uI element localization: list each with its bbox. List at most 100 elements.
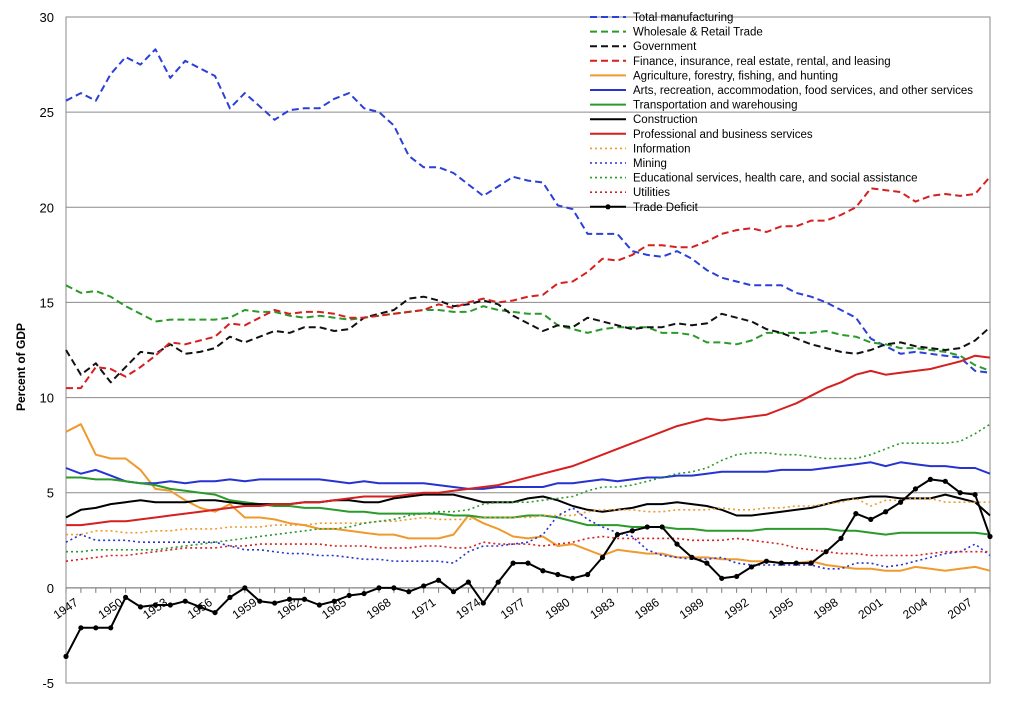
y-tick-label: 30 [40,10,54,25]
x-tick-label: 1986 [632,595,662,622]
data-point [182,598,188,604]
data-point [376,585,382,591]
data-point [629,528,635,534]
series-line-8 [65,493,991,519]
series-line-2 [65,284,991,372]
legend-label: Construction [633,114,698,126]
data-point [346,592,352,599]
data-point [465,579,471,585]
legend-label: Total manufacturing [633,12,733,24]
legend-label: Finance, insurance, real estate, rental,… [633,56,891,68]
data-point [167,602,173,608]
data-point [123,594,129,600]
y-tick-label: 0 [47,581,54,596]
data-point [957,490,963,496]
series-line-3 [65,295,991,384]
x-tick-label: 1977 [498,595,528,622]
data-point [853,511,859,517]
data-point [614,531,621,538]
data-point [391,585,397,591]
data-point [510,560,516,566]
legend-label: Utilities [633,187,670,199]
x-tick-label: 2007 [945,595,975,622]
legend: Total manufacturing Wholesale & Retail Tr… [590,12,973,214]
data-point [152,602,159,608]
x-tick-label: 2004 [900,595,930,622]
data-point [361,590,367,597]
data-point [599,554,606,561]
data-point [778,560,784,566]
data-point [242,585,248,591]
series-line-6 [65,461,991,490]
series-line-11 [65,507,991,570]
data-point [972,492,978,498]
legend-label: Professional and business services [633,129,813,141]
x-tick-label: 1959 [230,595,260,622]
data-point [659,524,665,530]
x-tick-label: 1992 [721,595,751,622]
legend-label: Mining [633,158,667,170]
data-point [704,560,710,566]
legend-label: Arts, recreation, accommodation, food se… [633,85,973,97]
data-point [227,594,233,600]
series-line-7 [66,476,991,536]
data-point [897,499,904,505]
data-point [495,579,501,585]
legend-label: Trade Deficit [633,202,699,214]
x-tick-label: 1989 [677,595,707,622]
data-point [286,596,293,602]
x-tick-label: 2001 [856,595,886,622]
y-tick-label: -5 [42,676,54,691]
data-point [734,573,740,580]
y-tick-label: 20 [40,200,54,215]
legend-label: Educational services, health care, and s… [633,173,917,185]
y-tick-label: 15 [40,295,54,310]
data-point [421,583,427,589]
data-point [748,564,755,570]
data-point [316,602,322,608]
data-point [644,524,650,530]
data-point [942,478,948,484]
x-tick-label: 1968 [364,595,394,622]
legend-marker [605,204,611,210]
data-point [525,560,531,566]
data-point [585,571,591,578]
y-tick-label: 5 [47,486,54,501]
x-tick-label: 1998 [811,595,841,622]
data-point [883,509,889,515]
x-tick-label: 1971 [408,595,438,622]
data-point [674,541,680,547]
legend-label: Wholesale & Retail Trade [633,27,763,39]
data-point [406,589,412,595]
x-tick-label: 1980 [543,595,573,622]
series-line-9 [66,354,991,527]
y-tick-label: 10 [40,391,54,406]
data-point [435,577,442,583]
data-point [912,486,919,492]
data-point [272,600,278,606]
legend-label: Information [633,143,691,155]
data-point [108,625,114,631]
data-point [257,598,263,604]
x-tick-label: 1983 [587,595,617,622]
plot-area-border [65,16,991,684]
series-line-1 [65,48,991,374]
data-point [480,600,486,606]
series-line-13 [65,535,990,562]
x-tick-label: 1953 [140,595,170,622]
data-point [719,575,725,581]
series-line-12 [66,423,991,553]
data-point [763,558,770,564]
data-point [868,516,874,522]
data-point [93,625,99,631]
series-line-4 [66,176,991,390]
data-point [823,549,829,555]
legend-label: Transportation and warehousing [633,100,798,112]
y-axis-label: Percent of GDP [14,323,28,411]
data-point [78,625,84,631]
data-point [570,575,576,581]
data-point [555,571,561,578]
y-tick-label: 25 [40,105,54,120]
